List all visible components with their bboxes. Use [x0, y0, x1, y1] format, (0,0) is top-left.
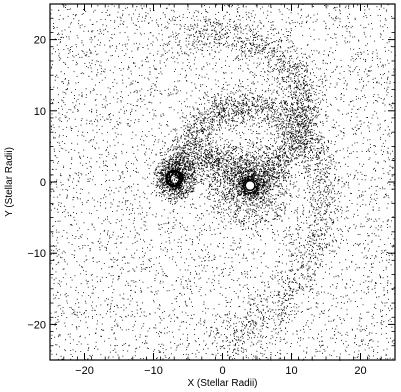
x-tick-label: 10	[285, 365, 297, 377]
x-axis-title: X (Stellar Radii)	[187, 378, 257, 389]
particle-cloud	[50, 4, 396, 361]
y-tick-label: −20	[27, 319, 46, 331]
x-tick-label: −10	[144, 365, 163, 377]
particle-points	[50, 4, 396, 361]
x-tick-label: 0	[219, 365, 225, 377]
y-tick-label: 20	[34, 35, 46, 47]
y-tick-label: 10	[34, 106, 46, 118]
y-axis-title: Y (Stellar Radii)	[4, 147, 15, 217]
primary-star	[244, 179, 256, 192]
axis-ticks: −20 −10 0 10 20 −20 −10 0 10 20	[27, 3, 396, 377]
plot-frame	[49, 3, 396, 361]
stars-layer	[165, 169, 256, 192]
y-tick-label: −10	[27, 248, 46, 260]
y-tick-label: 0	[40, 177, 46, 189]
companion-star	[165, 169, 184, 188]
x-tick-label: −20	[75, 365, 94, 377]
x-tick-label: 20	[354, 365, 366, 377]
